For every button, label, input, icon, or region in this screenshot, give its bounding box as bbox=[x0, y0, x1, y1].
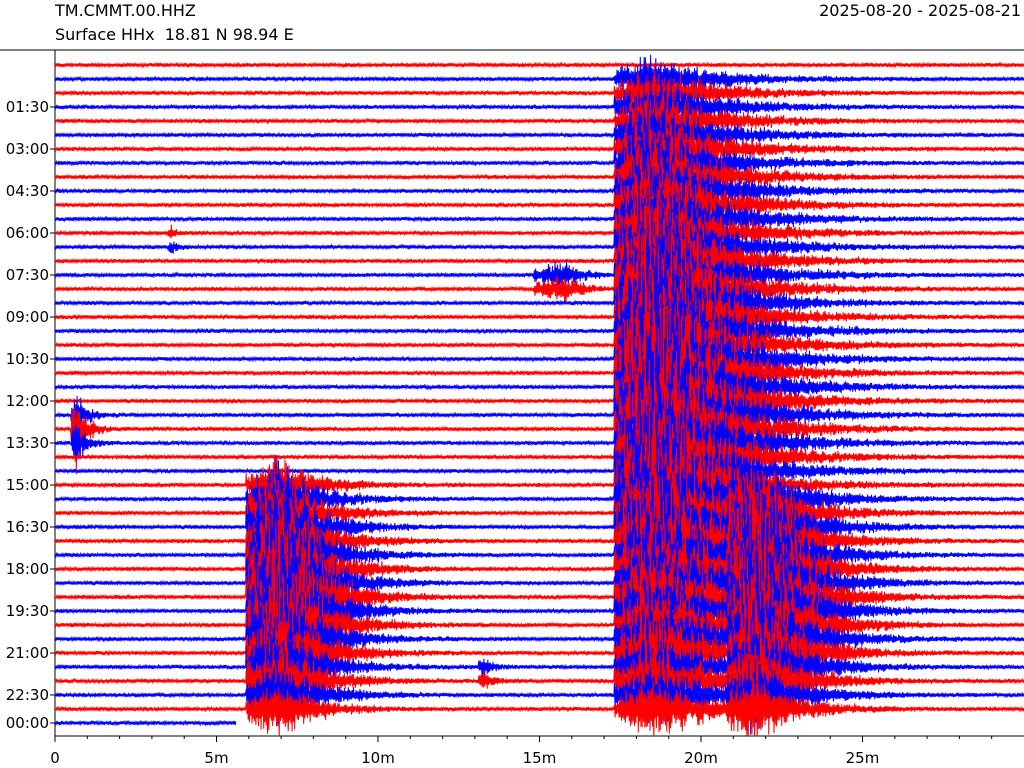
y-tick-label: 18:00 bbox=[6, 560, 49, 578]
trace-row-0 bbox=[55, 61, 1024, 69]
trace-row-17 bbox=[55, 235, 1024, 379]
trace-row-24 bbox=[55, 296, 1024, 489]
trace-row-27 bbox=[55, 351, 1024, 516]
y-tick-label: 06:00 bbox=[6, 224, 49, 242]
x-tick-label: 20m bbox=[684, 749, 718, 767]
trace-group bbox=[55, 54, 1024, 736]
trace-row-18 bbox=[55, 247, 1024, 393]
trace-row-4 bbox=[55, 83, 1024, 156]
trace-row-22 bbox=[55, 280, 1024, 458]
trace-row-30 bbox=[55, 407, 1024, 559]
trace-row-26 bbox=[55, 351, 1024, 518]
trace-row-3 bbox=[55, 75, 1024, 140]
trace-row-21 bbox=[55, 274, 1024, 444]
trace-row-47 bbox=[55, 719, 237, 727]
trace-row-40 bbox=[55, 550, 1024, 707]
trace-row-34 bbox=[55, 468, 1024, 600]
y-tick-label: 15:00 bbox=[6, 476, 49, 494]
trace-row-32 bbox=[55, 440, 1024, 589]
trace-row-45 bbox=[55, 659, 1024, 735]
y-tick-group: 01:30 03:00 04:30 06:00 07:30 09:00 10:30 12:00… bbox=[6, 98, 55, 732]
trace-row-7 bbox=[55, 114, 1024, 213]
trace-row-41 bbox=[55, 558, 1024, 711]
location-label: Surface HHx 18.81 N 98.94 E bbox=[55, 25, 294, 44]
y-tick-label: 09:00 bbox=[6, 308, 49, 326]
trace-row-25 bbox=[55, 329, 1024, 507]
trace-row-12 bbox=[55, 178, 1024, 286]
trace-row-38 bbox=[55, 504, 1024, 691]
trace-row-1 bbox=[55, 54, 1024, 102]
trace-row-44 bbox=[55, 624, 1024, 729]
y-tick-label: 13:30 bbox=[6, 434, 49, 452]
x-tick-label: 25m bbox=[846, 749, 880, 767]
trace-row-5 bbox=[55, 102, 1024, 167]
trace-row-15 bbox=[55, 215, 1024, 337]
trace-row-8 bbox=[55, 131, 1024, 221]
trace-row-43 bbox=[55, 609, 1024, 736]
trace-row-13 bbox=[55, 199, 1024, 298]
trace-row-39 bbox=[55, 514, 1024, 723]
trace-row-6 bbox=[55, 109, 1024, 190]
trace-row-28 bbox=[55, 391, 1024, 546]
y-tick-label: 10:30 bbox=[6, 350, 49, 368]
x-tick-group: 0 5m 10m 15m 20m 25m bbox=[50, 736, 993, 767]
x-tick-label: 0 bbox=[50, 749, 60, 767]
y-tick-label: 16:30 bbox=[6, 518, 49, 536]
x-tick-label: 15m bbox=[523, 749, 557, 767]
y-tick-label: 01:30 bbox=[6, 98, 49, 116]
y-tick-label: 00:00 bbox=[6, 714, 49, 732]
y-tick-label: 19:30 bbox=[6, 602, 49, 620]
trace-row-20 bbox=[55, 264, 1024, 430]
trace-row-23 bbox=[55, 292, 1024, 463]
trace-row-36 bbox=[55, 491, 1024, 654]
trace-row-33 bbox=[55, 456, 1024, 604]
trace-row-11 bbox=[55, 169, 1024, 269]
trace-row-2 bbox=[55, 66, 1024, 123]
y-tick-label: 07:30 bbox=[6, 266, 49, 284]
trace-row-19 bbox=[55, 245, 1024, 416]
trace-row-9 bbox=[55, 148, 1024, 234]
trace-row-46 bbox=[55, 670, 1024, 736]
trace-row-29 bbox=[55, 401, 1024, 548]
x-tick-label: 10m bbox=[361, 749, 395, 767]
trace-row-37 bbox=[55, 498, 1024, 684]
trace-row-14 bbox=[55, 189, 1024, 315]
date-range-label: 2025-08-20 - 2025-08-21 bbox=[819, 1, 1021, 20]
y-tick-label: 21:00 bbox=[6, 644, 49, 662]
x-tick-label: 5m bbox=[204, 749, 228, 767]
y-tick-label: 04:30 bbox=[6, 182, 49, 200]
y-tick-label: 12:00 bbox=[6, 392, 49, 410]
trace-row-10 bbox=[55, 152, 1024, 263]
trace-row-31 bbox=[55, 415, 1024, 571]
station-label: TM.CMMT.00.HHZ bbox=[55, 1, 196, 20]
trace-row-35 bbox=[55, 489, 1024, 626]
y-tick-label: 03:00 bbox=[6, 140, 49, 158]
trace-row-16 bbox=[55, 225, 1024, 354]
trace-row-42 bbox=[55, 585, 1024, 715]
y-tick-label: 22:30 bbox=[6, 686, 49, 704]
